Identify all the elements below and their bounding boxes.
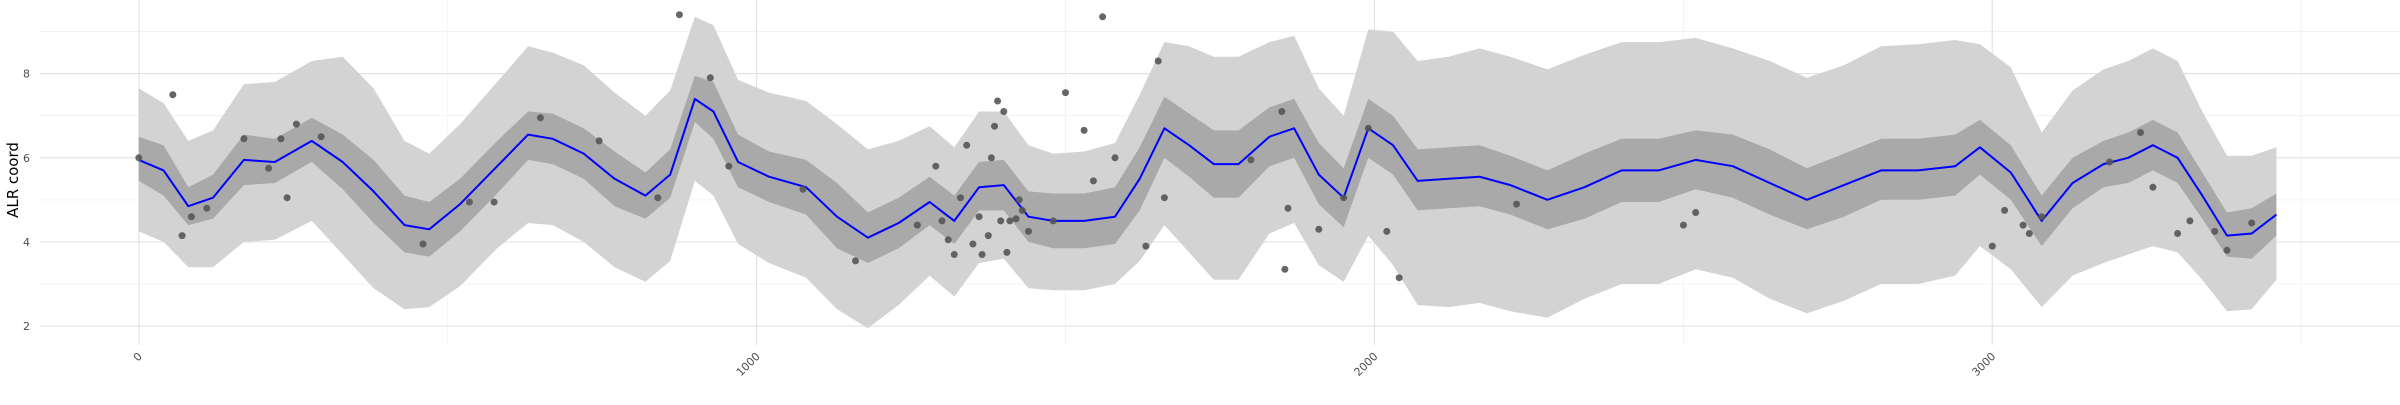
data-point (1284, 204, 1292, 212)
data-point (1003, 248, 1011, 256)
data-point (969, 240, 977, 248)
data-point (1080, 126, 1088, 134)
data-point (932, 162, 940, 170)
data-point (1049, 217, 1057, 225)
data-point (1364, 124, 1372, 132)
data-point (913, 221, 921, 229)
data-point (490, 198, 498, 206)
data-point (1160, 194, 1168, 202)
data-point (2019, 221, 2027, 229)
data-point (994, 97, 1002, 105)
data-point (1281, 265, 1289, 273)
data-point (1395, 274, 1403, 282)
data-point (1015, 196, 1023, 204)
data-point (654, 194, 662, 202)
data-point (2025, 230, 2033, 237)
data-point (706, 74, 714, 82)
y-tick-label: 2 (23, 320, 30, 333)
data-point (1278, 108, 1286, 115)
data-point (2106, 158, 2114, 166)
data-point (957, 194, 964, 202)
data-point (2174, 230, 2182, 237)
data-point (1089, 177, 1097, 185)
data-point (283, 194, 291, 202)
y-tick-labels: 2 4 6 8 (23, 68, 30, 333)
data-point (1383, 227, 1391, 235)
data-point (1513, 200, 1520, 208)
y-tick-label: 4 (23, 236, 30, 249)
data-point (675, 11, 683, 19)
x-tick-label: 1000 (734, 350, 763, 379)
data-point (987, 154, 995, 162)
y-axis-title: ALR coord (4, 142, 22, 218)
data-point (984, 232, 992, 240)
x-tick-labels: 0 1000 2000 3000 (131, 350, 1999, 379)
data-point (997, 217, 1005, 225)
inner-interval-band (138, 75, 2277, 263)
data-point (2001, 206, 2009, 214)
inner-band-layer (138, 75, 2277, 263)
data-point (292, 120, 300, 128)
data-point (2137, 129, 2144, 136)
mean-line-layer (138, 97, 2278, 239)
y-tick-label: 6 (23, 152, 30, 165)
data-point (595, 137, 603, 145)
data-point (950, 251, 958, 258)
data-point (1154, 57, 1162, 65)
data-point (1142, 242, 1150, 250)
data-point (135, 154, 143, 162)
data-point (2248, 219, 2256, 227)
data-point (203, 204, 211, 212)
data-point (536, 114, 544, 122)
y-tick-label: 8 (23, 68, 30, 81)
data-point (1062, 89, 1069, 97)
data-point (978, 251, 986, 258)
data-point (1018, 206, 1026, 214)
mean-line (138, 97, 2278, 239)
data-point (178, 232, 186, 240)
points-layer (135, 11, 2256, 282)
data-point (2149, 183, 2157, 191)
data-point (265, 164, 273, 172)
data-point (1099, 13, 1107, 21)
data-point (944, 236, 952, 244)
data-point (1679, 221, 1687, 229)
data-point (1012, 215, 1020, 223)
data-point (1247, 156, 1255, 164)
data-point (465, 198, 473, 206)
data-point (1692, 209, 1700, 216)
data-point (2038, 213, 2046, 221)
data-point (725, 162, 733, 170)
data-point (1988, 242, 1996, 250)
data-point (963, 141, 971, 149)
data-point (799, 185, 807, 193)
data-point (169, 91, 177, 99)
data-point (975, 213, 983, 221)
data-point (277, 135, 285, 143)
data-point (2186, 217, 2194, 225)
data-point (240, 135, 248, 143)
data-point (1006, 217, 1014, 225)
data-point (2211, 227, 2219, 235)
data-point (852, 257, 859, 265)
data-point (1111, 154, 1119, 162)
data-point (1025, 227, 1032, 235)
x-tick-label: 2000 (1352, 350, 1381, 379)
x-tick-label: 0 (131, 350, 145, 364)
data-point (419, 240, 427, 248)
data-point (938, 217, 946, 225)
data-point (187, 213, 195, 221)
data-point (317, 133, 325, 141)
data-point (1315, 225, 1323, 233)
data-point (991, 122, 998, 130)
data-point (2223, 246, 2231, 254)
x-tick-label: 3000 (1969, 350, 1998, 379)
data-point (1340, 194, 1348, 202)
data-point (1000, 108, 1008, 115)
